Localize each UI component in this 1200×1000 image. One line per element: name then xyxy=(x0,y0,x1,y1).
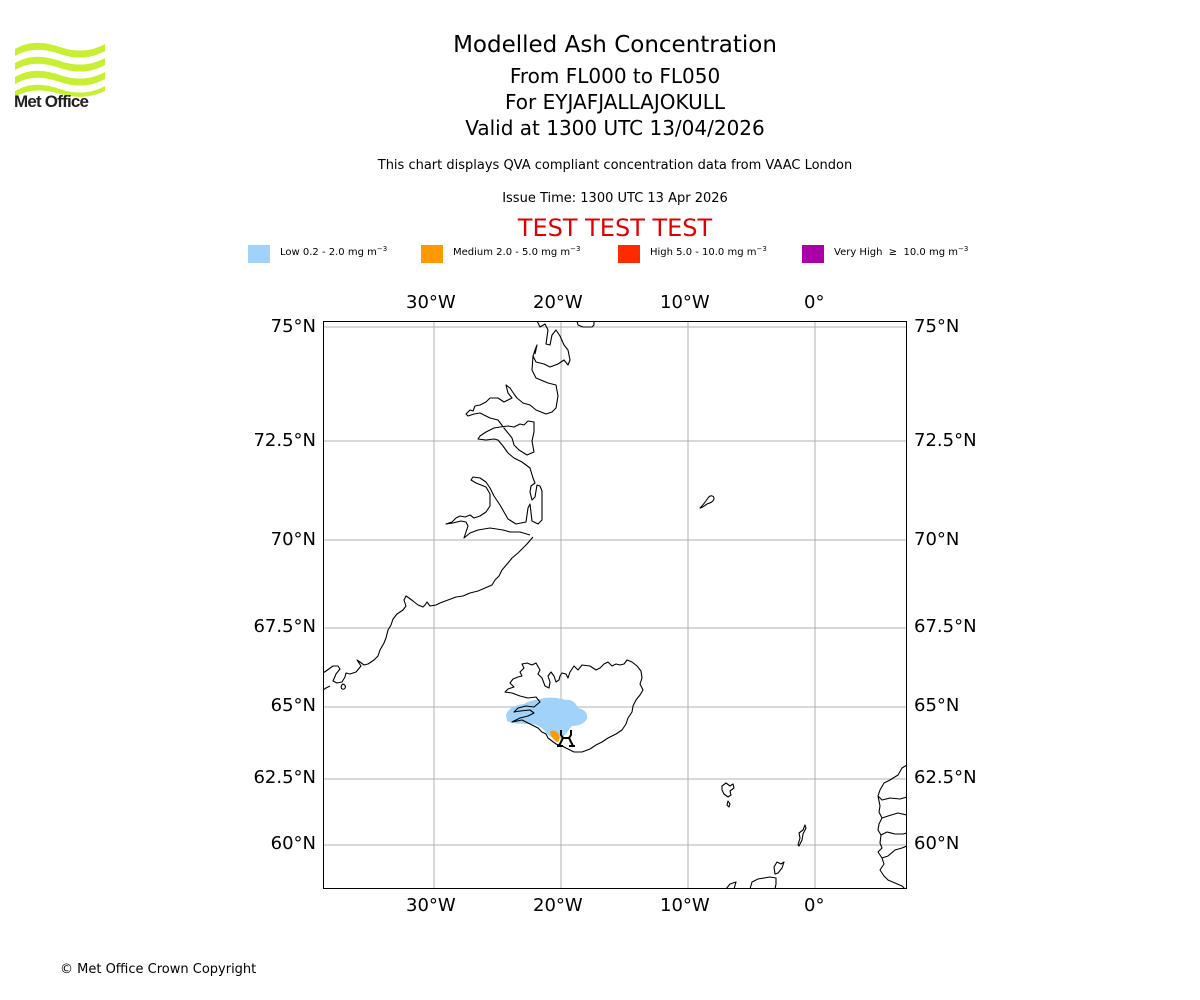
coastlines xyxy=(324,322,906,888)
legend-label-high: High 5.0 - 10.0 mg m xyxy=(650,247,757,258)
legend-swatch-low xyxy=(248,245,270,263)
lon-label-bottom-0: 0° xyxy=(804,895,825,916)
lon-label-top-10w: 10°W xyxy=(660,292,710,313)
met-office-logo-icon xyxy=(15,42,105,97)
lat-label-left-67-5n: 67.5°N xyxy=(253,616,316,637)
valid-time: Valid at 1300 UTC 13/04/2026 xyxy=(465,116,765,140)
issue-time: Issue Time: 1300 UTC 13 Apr 2026 xyxy=(502,191,728,206)
lat-label-left-72-5n: 72.5°N xyxy=(253,430,316,451)
legend-label-very-high: Very High ≥ 10.0 mg m xyxy=(834,247,958,258)
lon-label-top-30w: 30°W xyxy=(406,292,456,313)
graticule xyxy=(324,322,906,888)
lon-label-bottom-20w: 20°W xyxy=(533,895,583,916)
legend-swatch-medium xyxy=(421,245,443,263)
test-banner: TEST TEST TEST xyxy=(517,214,713,242)
map-canvas xyxy=(324,322,906,888)
legend-label-low: Low 0.2 - 2.0 mg m xyxy=(280,247,377,258)
lon-label-bottom-30w: 30°W xyxy=(406,895,456,916)
coastline-jan-mayen xyxy=(699,495,715,509)
lat-label-right-60n: 60°N xyxy=(914,833,960,854)
lat-label-right-65n: 65°N xyxy=(914,695,960,716)
coastline-greenland xyxy=(324,322,571,684)
copyright-notice: © Met Office Crown Copyright xyxy=(60,962,257,977)
coastline-iceland xyxy=(504,659,644,753)
lat-label-left-70n: 70°N xyxy=(270,529,316,550)
lat-label-right-67-5n: 67.5°N xyxy=(914,616,977,637)
map-area[interactable] xyxy=(323,321,907,889)
coastline-scotland xyxy=(749,876,777,888)
lon-label-top-0: 0° xyxy=(804,292,825,313)
legend-swatch-very-high xyxy=(802,245,824,263)
coastline-faroe xyxy=(721,782,735,808)
coastline-shetland xyxy=(797,824,807,847)
volcano-name: For EYJAFJALLAJOKULL xyxy=(505,90,725,114)
lon-label-top-20w: 20°W xyxy=(533,292,583,313)
legend-label-medium: Medium 2.0 - 5.0 mg m xyxy=(453,247,571,258)
lat-label-right-72-5n: 72.5°N xyxy=(914,430,977,451)
lon-label-bottom-10w: 10°W xyxy=(660,895,710,916)
lat-label-right-70n: 70°N xyxy=(914,529,960,550)
ash-area-low xyxy=(506,697,588,739)
legend-swatch-high xyxy=(618,245,640,263)
logo-text: Met Office xyxy=(14,92,89,111)
chart-description: This chart displays QVA compliant concen… xyxy=(377,158,853,173)
coastline-norway xyxy=(877,764,906,888)
lat-label-left-62-5n: 62.5°N xyxy=(253,767,316,788)
lat-label-left-65n: 65°N xyxy=(270,695,316,716)
lat-label-right-62-5n: 62.5°N xyxy=(914,767,977,788)
lat-label-right-75n: 75°N xyxy=(914,316,960,337)
flight-level-range: From FL000 to FL050 xyxy=(509,64,721,88)
chart-title: Modelled Ash Concentration xyxy=(453,32,777,58)
lat-label-left-75n: 75°N xyxy=(270,316,316,337)
lat-label-left-60n: 60°N xyxy=(270,833,316,854)
volcano-icon xyxy=(557,730,575,747)
ash-area-medium xyxy=(550,730,560,742)
